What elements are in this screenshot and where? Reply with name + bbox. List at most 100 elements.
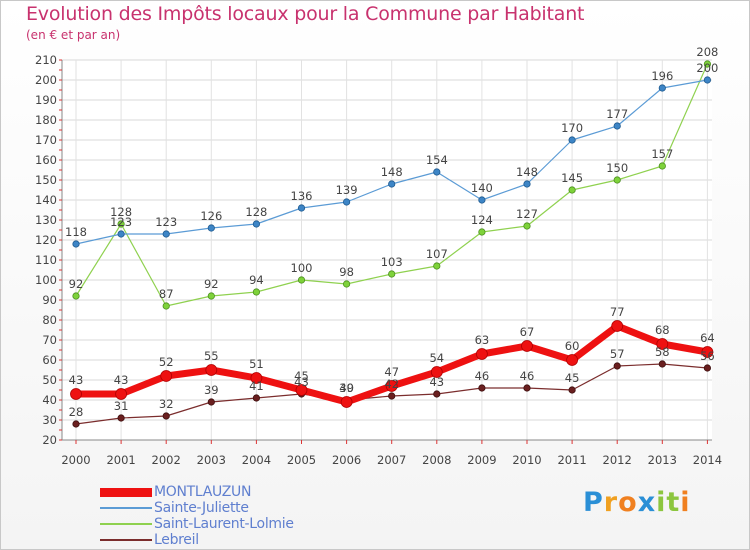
y-tick-label: 200: [35, 73, 57, 87]
y-tick-label: 90: [42, 293, 57, 307]
logo-letter: P: [583, 487, 604, 518]
logo-letter: t: [666, 487, 681, 518]
data-label: 51: [249, 357, 264, 371]
data-label: 100: [291, 261, 313, 275]
data-label: 43: [429, 375, 444, 389]
legend-swatch: [100, 487, 152, 497]
data-label: 56: [700, 349, 715, 363]
data-point: [117, 230, 125, 238]
y-tick-label: 110: [35, 253, 57, 267]
data-point: [701, 346, 714, 358]
data-label: 55: [204, 349, 219, 363]
data-label: 67: [520, 325, 535, 339]
data-label: 103: [381, 255, 403, 269]
legend-swatch: [100, 507, 152, 509]
data-label: 87: [159, 287, 174, 301]
logo-letter: x: [637, 487, 657, 518]
data-label: 57: [610, 347, 625, 361]
y-tick-label: 70: [42, 333, 57, 347]
data-label: 64: [700, 331, 715, 345]
data-point: [433, 390, 441, 398]
data-point: [611, 320, 624, 332]
data-label: 77: [610, 305, 625, 319]
data-point: [388, 180, 396, 188]
x-tick-label: 2012: [603, 453, 632, 467]
data-point: [521, 340, 533, 352]
data-point: [117, 414, 125, 422]
y-tick-label: 30: [42, 413, 57, 427]
data-point: [72, 420, 80, 428]
data-label: 128: [245, 205, 267, 219]
y-tick-label: 60: [42, 353, 57, 367]
data-point: [658, 84, 666, 92]
data-point: [703, 364, 712, 372]
y-tick-label: 140: [35, 193, 57, 207]
y-tick-label: 50: [42, 373, 57, 387]
logo-letter: o: [618, 487, 638, 518]
data-label: 92: [204, 277, 219, 291]
data-point: [297, 276, 306, 284]
data-point: [252, 220, 260, 228]
data-point: [72, 240, 80, 248]
data-label: 118: [65, 225, 87, 239]
chart-title: Evolution des Impôts locaux pour la Comm…: [26, 3, 585, 25]
data-label: 126: [200, 209, 222, 223]
data-label: 42: [384, 377, 399, 391]
x-tick-label: 2007: [377, 453, 406, 467]
data-label: 140: [471, 181, 493, 195]
data-label: 177: [606, 107, 628, 121]
data-point: [252, 394, 260, 402]
y-tick-label: 80: [42, 313, 57, 327]
data-point: [568, 186, 576, 194]
data-point: [207, 398, 215, 406]
y-tick-label: 150: [35, 173, 57, 187]
data-point: [385, 380, 398, 392]
data-point: [295, 384, 308, 396]
data-label: 148: [516, 165, 538, 179]
data-label: 43: [114, 373, 129, 387]
legend-swatch: [100, 523, 152, 525]
data-point: [703, 76, 712, 84]
data-point: [433, 168, 441, 176]
y-tick-label: 210: [35, 53, 57, 67]
legend-swatch: [100, 539, 152, 541]
data-label: 128: [110, 205, 132, 219]
chart-subtitle: (en € et par an): [26, 28, 121, 42]
data-label: 98: [339, 265, 354, 279]
logo-letter: i: [656, 487, 667, 518]
data-label: 43: [69, 373, 84, 387]
data-point: [613, 122, 621, 130]
x-tick-label: 2005: [287, 453, 316, 467]
data-label: 52: [159, 355, 174, 369]
data-point: [388, 392, 396, 400]
data-label: 40: [339, 381, 354, 395]
data-point: [613, 362, 621, 370]
data-label: 46: [520, 369, 535, 383]
data-label: 208: [696, 45, 718, 59]
x-tick-label: 2014: [693, 453, 722, 467]
data-label: 154: [426, 153, 448, 167]
x-tick-label: 2008: [422, 453, 451, 467]
data-point: [523, 180, 531, 188]
data-point: [523, 222, 531, 230]
data-point: [703, 60, 712, 68]
y-tick-label: 170: [35, 133, 57, 147]
x-tick-label: 2000: [61, 453, 90, 467]
data-point: [568, 136, 576, 144]
data-label: 45: [294, 369, 309, 383]
data-point: [207, 224, 215, 232]
data-point: [658, 360, 666, 368]
data-point: [566, 354, 578, 366]
data-point: [252, 288, 260, 296]
data-label: 196: [651, 69, 673, 83]
x-tick-label: 2013: [648, 453, 677, 467]
x-tick-label: 2002: [152, 453, 181, 467]
y-tick-label: 190: [35, 93, 57, 107]
data-point: [388, 270, 396, 278]
data-label: 157: [651, 147, 673, 161]
legend-label: MONTLAUZUN: [154, 484, 252, 500]
data-point: [162, 412, 170, 420]
data-label: 68: [655, 323, 670, 337]
legend-label: Saint-Laurent-Lolmie: [154, 516, 294, 532]
